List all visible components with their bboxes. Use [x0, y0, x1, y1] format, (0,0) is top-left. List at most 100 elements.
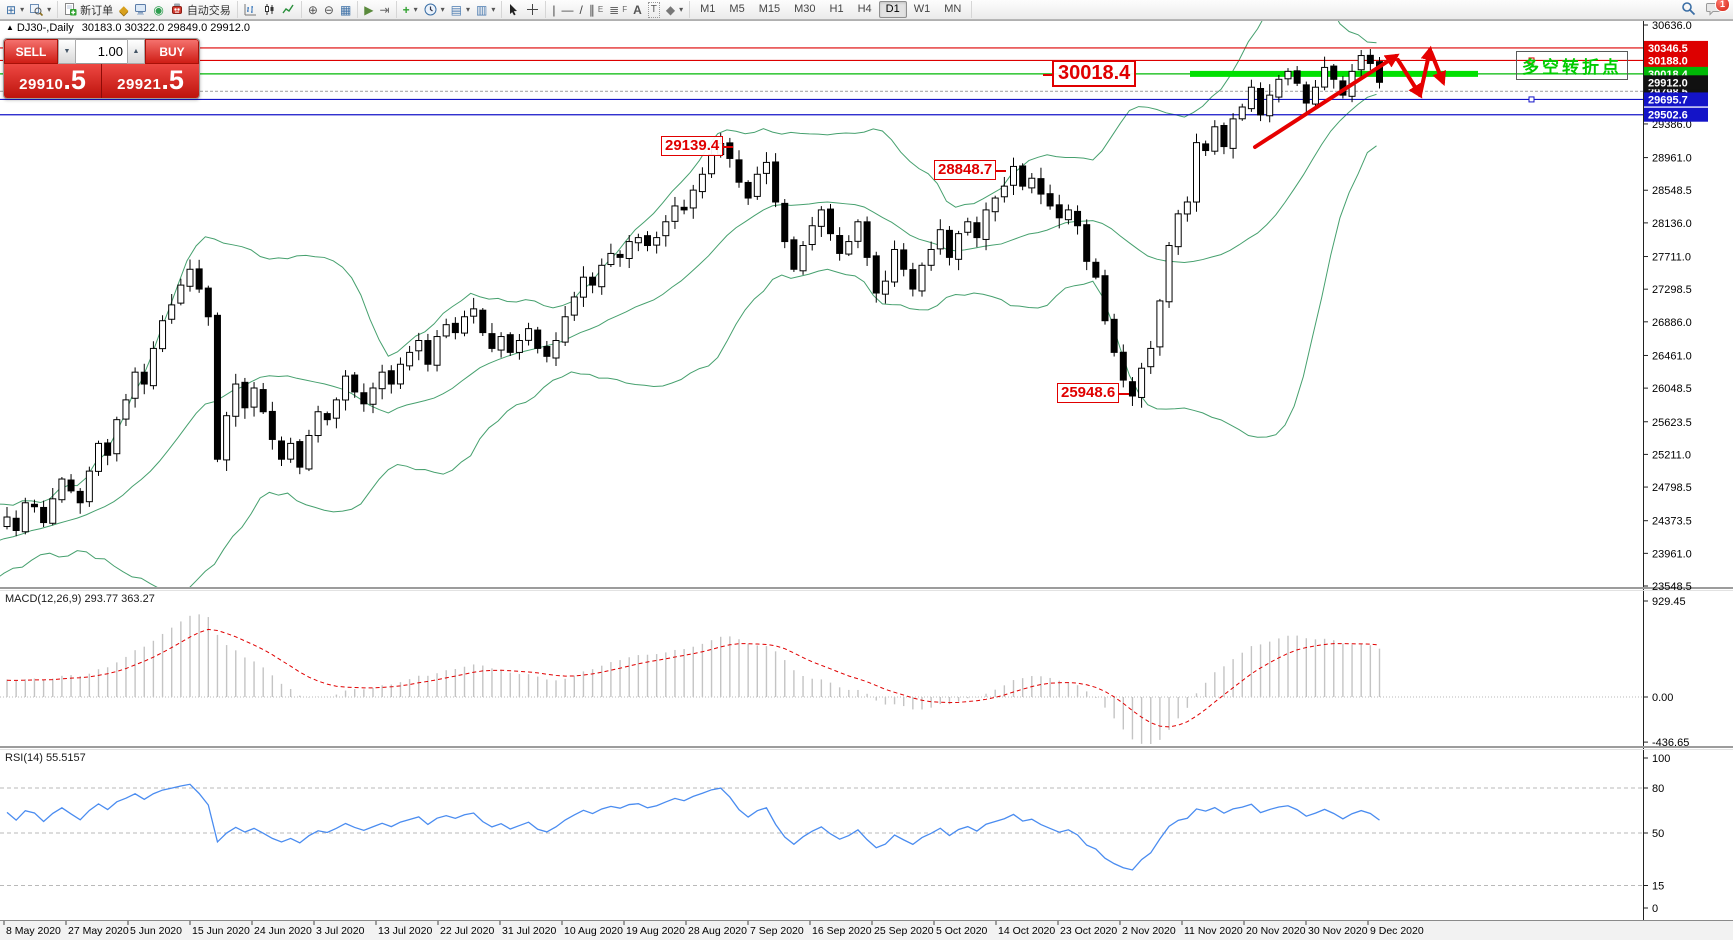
svg-text:25623.5: 25623.5: [1652, 417, 1692, 429]
ohlc-values: 30183.0 30322.0 29849.0 29912.0: [81, 22, 250, 34]
zoom-out-icon[interactable]: ⊖: [323, 2, 334, 17]
svg-text:26048.5: 26048.5: [1652, 383, 1692, 395]
text-icon[interactable]: A: [633, 2, 642, 17]
toolbar-group-objects: | — / ∥ E ≣ F A T ◆ ▾: [546, 1, 691, 18]
time-axis-label: 3 Jul 2020: [316, 925, 365, 937]
toolbar-group-trading: 新订单 ◆ ◉ 自动交易: [58, 1, 238, 18]
period-icon[interactable]: ▾: [421, 2, 448, 18]
vertical-line-icon[interactable]: |: [552, 2, 556, 17]
chart-window-icon[interactable]: ⊞ ▾: [6, 2, 25, 17]
text-label-icon[interactable]: T: [645, 1, 663, 18]
timeframe-m5[interactable]: M5: [729, 3, 745, 15]
trendline-icon[interactable]: /: [579, 2, 583, 17]
notification-badge: 1: [1715, 0, 1730, 12]
toolbar-group-zoom: ⊕ ⊖ ▦: [302, 1, 359, 18]
candlestick-chart-icon[interactable]: [260, 2, 279, 18]
timeframe-m1[interactable]: M1: [700, 3, 716, 15]
sell-price[interactable]: 29910.5: [19, 65, 86, 95]
news-icon[interactable]: ◉: [153, 2, 164, 17]
price-callout[interactable]: 28848.7: [934, 160, 1007, 180]
timeframe-d1[interactable]: D1: [878, 1, 907, 18]
line-chart-icon[interactable]: [279, 2, 298, 18]
volume-decrease-button[interactable]: ▼: [58, 39, 76, 64]
fibonacci-icon[interactable]: ≣ F: [609, 2, 628, 17]
svg-text:30188.0: 30188.0: [1648, 55, 1688, 67]
buy-price[interactable]: 29921.5: [101, 64, 199, 98]
svg-text:-436.65: -436.65: [1652, 737, 1689, 749]
autotrading-label: 自动交易: [186, 4, 231, 17]
search-icon[interactable]: [1681, 1, 1696, 19]
metaeditor-icon[interactable]: ◆: [119, 2, 129, 17]
timeframe-h1[interactable]: H1: [829, 3, 844, 15]
chart-profile-icon[interactable]: ▤ ▾: [450, 2, 470, 17]
time-axis-label: 25 Sep 2020: [874, 925, 934, 937]
notifications-icon[interactable]: 1: [1706, 0, 1730, 19]
svg-text:27298.5: 27298.5: [1652, 284, 1692, 296]
profiles-icon[interactable]: ▾: [27, 2, 54, 18]
horizontal-line-icon[interactable]: —: [561, 2, 574, 17]
time-axis-label: 19 Aug 2020: [626, 925, 685, 937]
time-axis-label: 13 Jul 2020: [378, 925, 432, 937]
time-axis-label: 20 Nov 2020: [1246, 925, 1306, 937]
time-axis-label: 23 Oct 2020: [1060, 925, 1117, 937]
timeframe-m30[interactable]: M30: [794, 3, 816, 15]
toolbar-group-timeframes: M1 M5 M15 M30 H1 H4 D1 W1 MN: [690, 1, 973, 18]
svg-text:30636.0: 30636.0: [1652, 20, 1692, 32]
volume-input[interactable]: 1.00: [76, 39, 127, 64]
callout-pointer: [1119, 393, 1130, 395]
toolbar-group-indicators: + ▾ ▾ ▤ ▾ ▥ ▾: [397, 1, 503, 18]
price-callout[interactable]: 25948.6: [1057, 383, 1130, 403]
equidistant-channel-icon[interactable]: ∥ E: [588, 2, 604, 17]
timeframe-h4[interactable]: H4: [857, 3, 872, 15]
time-axis-label: 7 Sep 2020: [750, 925, 804, 937]
virtual-hosting-icon[interactable]: [131, 2, 150, 18]
tile-windows-icon[interactable]: ▦: [339, 2, 352, 17]
auto-scroll-icon[interactable]: ▶: [364, 2, 374, 17]
svg-text:80: 80: [1652, 783, 1664, 795]
symbol-period-label: DJ30-,Daily: [16, 22, 74, 34]
autotrading-button[interactable]: 自动交易: [167, 2, 234, 18]
sell-button[interactable]: SELL: [4, 39, 58, 64]
time-axis-label: 2 Nov 2020: [1122, 925, 1176, 937]
price-axis[interactable]: 30636.0 29386.0 28961.0 28548.5 28136.0 27711…: [1643, 20, 1708, 915]
svg-text:15: 15: [1652, 881, 1664, 893]
svg-text:23548.5: 23548.5: [1652, 581, 1692, 593]
bar-chart-icon[interactable]: [241, 2, 260, 18]
timeframe-w1[interactable]: W1: [913, 3, 931, 15]
new-order-label: 新订单: [80, 4, 114, 17]
svg-text:27711.0: 27711.0: [1652, 252, 1691, 264]
timeframe-mn[interactable]: MN: [944, 3, 962, 15]
time-axis-label: 8 May 2020: [6, 925, 61, 937]
svg-text:100: 100: [1652, 753, 1670, 765]
indicators-icon[interactable]: + ▾: [402, 2, 418, 17]
svg-text:23961.0: 23961.0: [1652, 548, 1692, 560]
templates-icon[interactable]: ▥ ▾: [475, 2, 496, 17]
timeframe-m15[interactable]: M15: [758, 3, 781, 15]
svg-text:24373.5: 24373.5: [1652, 516, 1692, 528]
svg-text:50: 50: [1652, 828, 1664, 840]
volume-increase-button[interactable]: ▲: [127, 39, 145, 64]
arrows-icon[interactable]: ◆ ▾: [665, 2, 684, 17]
time-axis-label: 5 Oct 2020: [936, 925, 988, 937]
new-order-button[interactable]: 新订单: [61, 2, 116, 18]
toolbar-group-chart-type: [238, 1, 302, 18]
turning-point-note[interactable]: 多空转折点: [1516, 51, 1628, 80]
time-axis-label: 24 Jun 2020: [254, 925, 312, 937]
cursor-icon[interactable]: [505, 2, 523, 18]
price-callout[interactable]: 30018.4: [1043, 60, 1137, 87]
svg-text:26886.0: 26886.0: [1652, 317, 1692, 329]
crosshair-icon[interactable]: [523, 2, 542, 18]
toolbar: ⊞ ▾ ▾ 新订单 ◆ ◉ 自动交易 ⊕ ⊖ ▦: [0, 0, 1733, 20]
chart-title-overlay: ▲ DJ30-,Daily 30183.0 30322.0 29849.0 2991…: [6, 22, 250, 34]
macd-pane[interactable]: [0, 614, 1643, 744]
time-axis-label: 14 Oct 2020: [998, 925, 1055, 937]
main-pane[interactable]: [0, 0, 1643, 590]
rsi-pane[interactable]: [0, 783, 1643, 886]
zoom-in-icon[interactable]: ⊕: [307, 2, 318, 17]
chart-shift-icon[interactable]: ⇥: [379, 2, 390, 17]
time-axis[interactable]: 8 May 2020 27 May 2020 5 Jun 2020 15 Jun 20…: [3, 921, 1424, 937]
buy-button[interactable]: BUY: [145, 39, 199, 64]
price-callout[interactable]: 29139.4: [661, 136, 734, 156]
toolbar-group-windows: ⊞ ▾ ▾: [0, 1, 59, 18]
